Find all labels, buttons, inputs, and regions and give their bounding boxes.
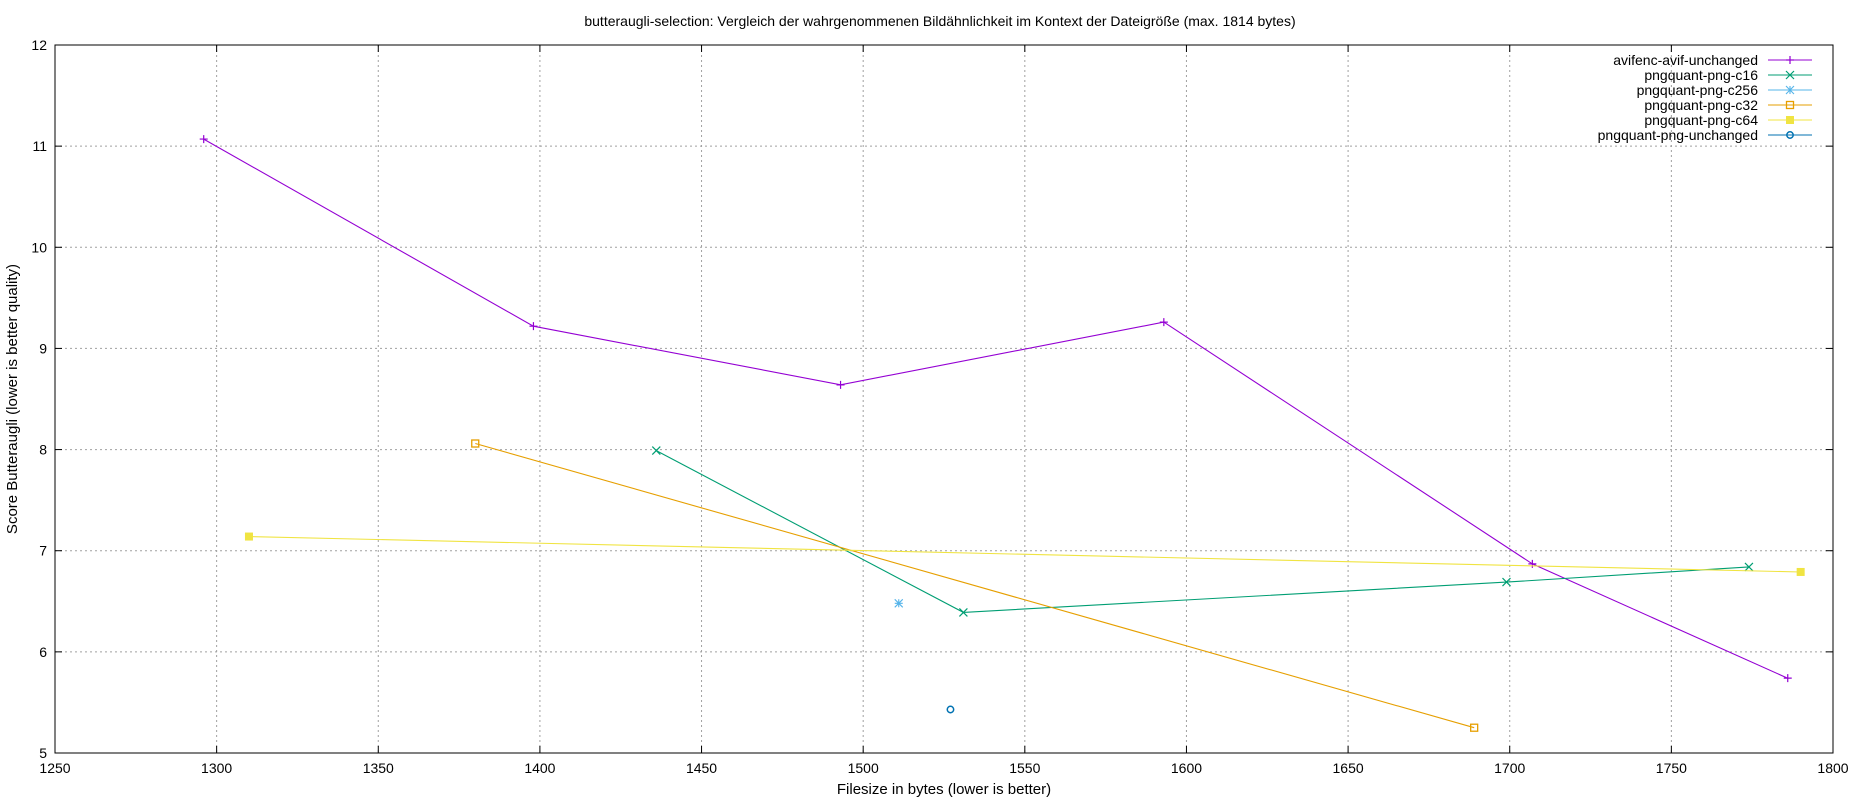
series-pngquant-png-unchanged — [946, 705, 955, 714]
data-point — [1796, 567, 1805, 576]
series-layer — [199, 135, 1805, 732]
x-tick-label: 1750 — [1656, 760, 1687, 776]
y-tick-label: 8 — [39, 442, 47, 458]
data-point — [1744, 562, 1754, 572]
series-pngquant-png-c256 — [894, 598, 904, 608]
series-pngquant-png-c32 — [471, 439, 1479, 732]
series-line — [248, 536, 1801, 573]
y-tick-label: 6 — [39, 644, 47, 660]
data-point — [199, 135, 208, 144]
x-tick-label: 1300 — [201, 760, 232, 776]
legend-marker — [1786, 116, 1794, 124]
legend-item: pngquant-png-c256 — [1637, 82, 1812, 98]
x-tick-label: 1250 — [39, 760, 70, 776]
data-point — [894, 598, 904, 608]
legend-marker — [1786, 131, 1794, 139]
legend-label: pngquant-png-c256 — [1637, 82, 1759, 98]
data-point — [1470, 723, 1479, 732]
legend-item: pngquant-png-c32 — [1644, 97, 1812, 113]
legend-marker — [1785, 70, 1795, 80]
x-tick-label: 1450 — [686, 760, 717, 776]
data-point — [1502, 577, 1511, 587]
data-point — [1528, 559, 1537, 568]
data-point — [1159, 318, 1168, 327]
y-tick-label: 9 — [39, 340, 47, 356]
data-point — [946, 705, 955, 714]
y-axis-title: Score Butteraugli (lower is better quali… — [4, 264, 21, 534]
series-line — [475, 442, 1475, 729]
chart-title: butteraugli-selection: Vergleich der wah… — [584, 13, 1295, 29]
data-point — [651, 446, 661, 456]
axis-ticks: 1250 1300 1350 1400 1450 1500 1550 1600 1650 1700… — [31, 37, 1848, 776]
x-tick-label: 1600 — [1171, 760, 1202, 776]
x-tick-label: 1700 — [1494, 760, 1525, 776]
legend-label: avifenc-avif-unchanged — [1613, 52, 1758, 68]
y-tick-label: 7 — [39, 543, 47, 559]
legend-item: pngquant-png-c16 — [1644, 67, 1812, 83]
series-pngquant-png-c64 — [244, 532, 1805, 576]
x-tick-label: 1400 — [524, 760, 555, 776]
legend-label: pngquant-png-c16 — [1644, 67, 1758, 83]
plot-frame — [54, 44, 1834, 754]
legend-item: pngquant-png-c64 — [1644, 112, 1812, 128]
x-axis-title: Filesize in bytes (lower is better) — [837, 781, 1051, 798]
legend-item: avifenc-avif-unchanged — [1613, 52, 1812, 68]
legend-label: pngquant-png-c32 — [1644, 97, 1758, 113]
data-point — [244, 532, 253, 541]
x-tick-label: 1800 — [1817, 760, 1848, 776]
y-tick-label: 12 — [31, 37, 47, 53]
series-line — [203, 138, 1788, 679]
legend: avifenc-avif-unchangedpngquant-png-c16pn… — [1598, 52, 1812, 143]
legend-marker — [1786, 56, 1794, 64]
data-point — [836, 380, 845, 389]
data-point — [529, 322, 538, 331]
y-tick-label: 5 — [39, 745, 47, 761]
legend-label: pngquant-png-unchanged — [1598, 127, 1758, 143]
series-line — [656, 450, 1749, 613]
series-pngquant-png-c16 — [651, 446, 1754, 617]
x-tick-label: 1500 — [848, 760, 879, 776]
data-point — [958, 607, 968, 617]
x-tick-label: 1550 — [1009, 760, 1040, 776]
legend-marker — [1785, 85, 1795, 95]
legend-item: pngquant-png-unchanged — [1598, 127, 1812, 143]
x-tick-label: 1650 — [1333, 760, 1364, 776]
grid — [55, 45, 1833, 753]
legend-marker — [1785, 100, 1795, 110]
legend-label: pngquant-png-c64 — [1644, 112, 1758, 128]
x-tick-label: 1350 — [363, 760, 394, 776]
y-tick-label: 10 — [31, 239, 47, 255]
series-avifenc-avif-unchanged — [199, 135, 1792, 683]
data-point — [471, 439, 480, 448]
data-point — [1783, 674, 1792, 683]
y-tick-label: 11 — [32, 138, 47, 154]
